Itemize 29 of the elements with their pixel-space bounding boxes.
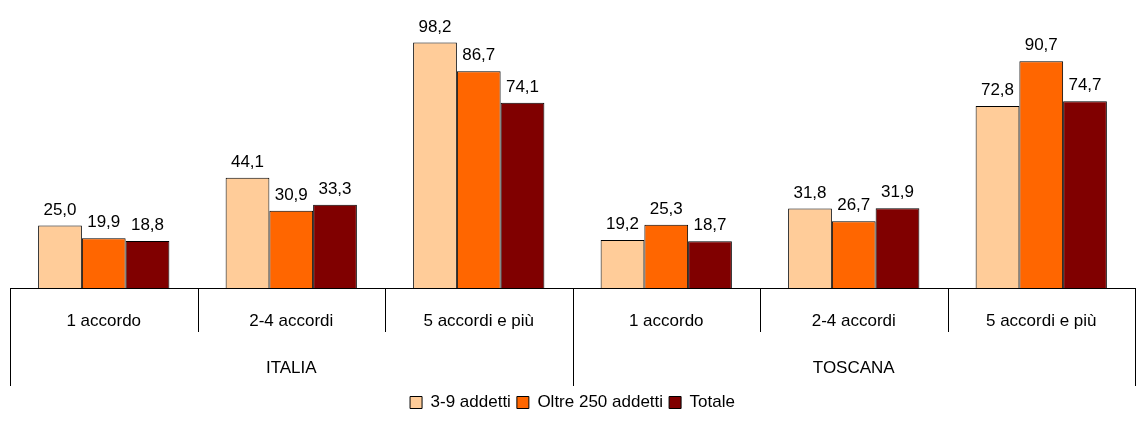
data-label: 74,1 bbox=[505, 76, 540, 96]
data-label: 72,8 bbox=[980, 80, 1015, 100]
x-tick-label: 1 accordo bbox=[628, 310, 704, 330]
data-label: 86,7 bbox=[462, 45, 496, 65]
x-tick-label: 5 accordi e più bbox=[423, 310, 535, 330]
x-tick-label: 5 accordi e più bbox=[985, 310, 1097, 330]
legend-label: 3-9 addetti bbox=[430, 392, 511, 412]
data-label: 31,8 bbox=[793, 182, 827, 202]
x-tick-label: 1 accordo bbox=[66, 310, 142, 330]
data-label: 25,3 bbox=[649, 198, 683, 218]
legend-label: Oltre 250 addetti bbox=[537, 392, 664, 412]
data-label: 26,7 bbox=[837, 195, 871, 215]
text: TOSCANA bbox=[812, 357, 896, 377]
data-label: 25,0 bbox=[43, 199, 77, 219]
data-label: 31,9 bbox=[880, 182, 915, 202]
data-label: 33,3 bbox=[318, 178, 352, 198]
text: ITALIA bbox=[265, 357, 318, 377]
data-label: 44,1 bbox=[230, 151, 265, 171]
data-label: 30,9 bbox=[274, 184, 308, 204]
x-tick-label: 2-4 accordi bbox=[249, 310, 334, 330]
data-label: 90,7 bbox=[1024, 35, 1058, 55]
data-label: 19,2 bbox=[605, 214, 640, 234]
data-label: 18,8 bbox=[130, 215, 165, 235]
data-label: 18,7 bbox=[693, 215, 727, 235]
data-label: 98,2 bbox=[418, 16, 452, 36]
data-label: 19,9 bbox=[87, 212, 121, 232]
data-label: 74,7 bbox=[1068, 75, 1102, 95]
legend-label: Totale bbox=[689, 392, 735, 412]
x-tick-label: 2-4 accordi bbox=[811, 310, 896, 330]
